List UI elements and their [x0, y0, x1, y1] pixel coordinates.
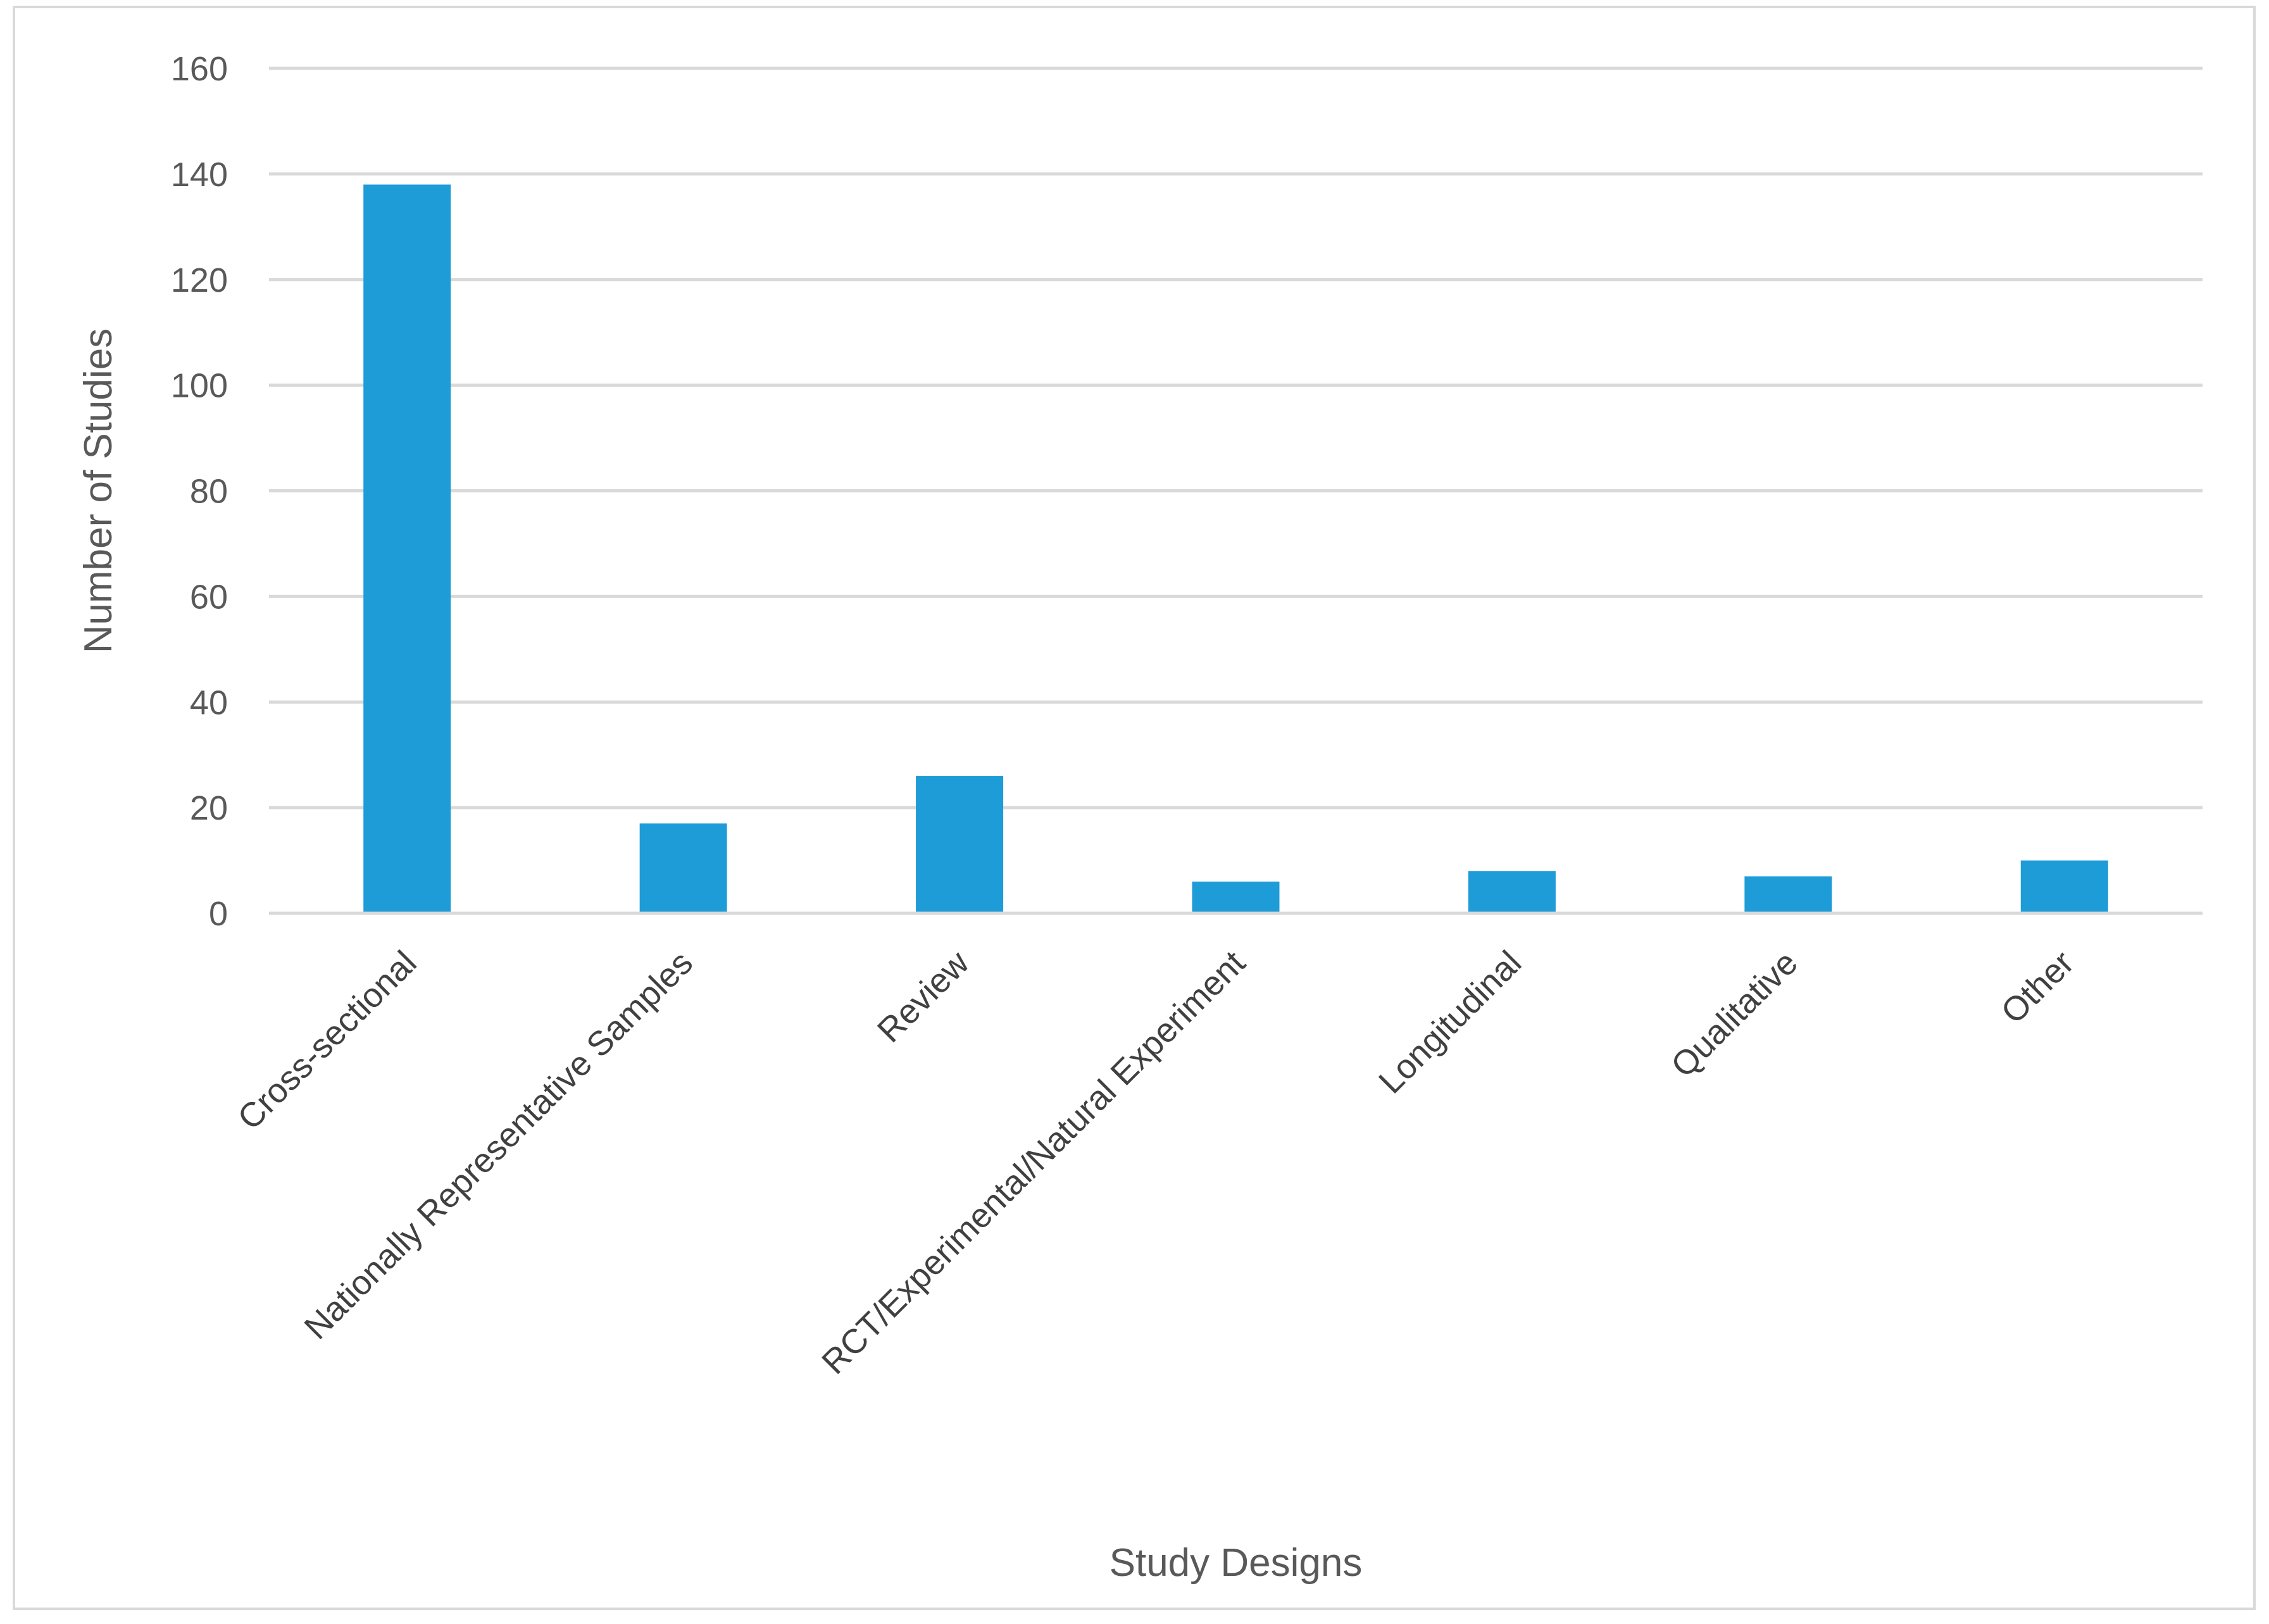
x-axis-title: Study Designs: [1109, 1541, 1363, 1585]
y-tick-label: 0: [209, 895, 228, 933]
y-tick-label: 140: [171, 156, 228, 194]
y-tick-label: 40: [190, 684, 228, 721]
bar-other: [2020, 860, 2108, 913]
y-tick-label: 160: [171, 50, 228, 88]
bar-review: [916, 776, 1004, 913]
bar-rct-experimental-natural-experiment: [1192, 881, 1280, 913]
y-axis-title: Number of Studies: [77, 328, 120, 653]
y-axis-ticks: 0 20 40 60 80 100 120 140 160: [171, 50, 228, 933]
bars: [363, 184, 2108, 913]
y-tick-label: 120: [171, 261, 228, 299]
bar-qualitative: [1744, 876, 1832, 913]
bar-cross-sectional: [363, 184, 451, 913]
y-tick-label: 20: [190, 789, 228, 827]
y-tick-label: 100: [171, 367, 228, 405]
y-tick-label: 80: [190, 473, 228, 511]
bar-nationally-representative-samples: [639, 823, 727, 913]
gridlines: [269, 66, 2203, 809]
y-tick-label: 60: [190, 578, 228, 616]
bar-longitudinal: [1468, 871, 1556, 913]
